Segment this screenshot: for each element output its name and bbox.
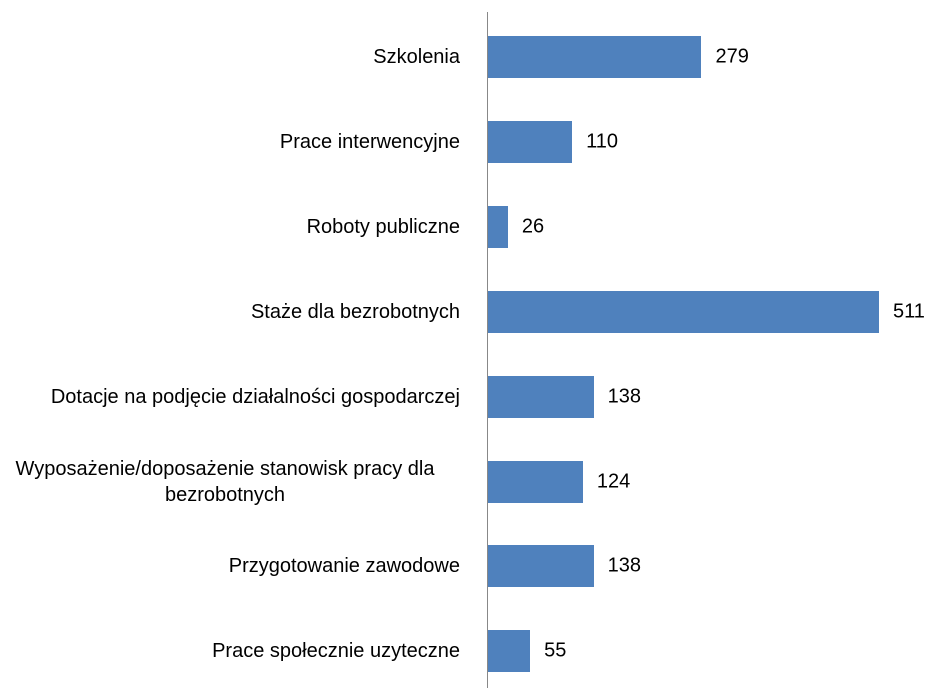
bar (488, 630, 531, 673)
value-label: 110 (586, 130, 619, 153)
bar (488, 460, 583, 503)
category-label: Staże dla bezrobotnych (0, 299, 460, 325)
category-label: Roboty publiczne (0, 214, 460, 240)
category-text: Staże dla bezrobotnych (250, 300, 460, 323)
category-label: Prace interwencyjne (0, 129, 460, 155)
value-label: 138 (607, 385, 641, 408)
category-label: Szkolenia (0, 44, 460, 70)
category-text: Dotacje na podjęcie działalności gospoda… (50, 385, 460, 408)
category-text: Prace interwencyjne (279, 130, 460, 153)
category-label: Prace społecznie uzyteczne (0, 638, 460, 664)
bar (488, 120, 573, 163)
value-label: 26 (521, 215, 545, 238)
category-text: Szkolenia (373, 46, 460, 68)
bar (488, 375, 594, 418)
value-label: 511 (893, 300, 925, 323)
category-text: Roboty publiczne (306, 215, 460, 238)
category-text: Przygotowanie zawodowe (228, 555, 460, 578)
category-axis (487, 12, 488, 688)
category-label: Wyposażenie/doposażenie stanowisk pracy … (0, 456, 460, 508)
value-label: 279 (715, 45, 749, 68)
category-label: Przygotowanie zawodowe (0, 553, 460, 579)
value-label: 124 (596, 470, 631, 492)
bar (488, 545, 594, 588)
bar (488, 205, 508, 248)
value-label: 55 (544, 639, 567, 662)
bar (488, 36, 702, 78)
category-label: Dotacje na podjęcie działalności gospoda… (0, 384, 460, 410)
category-text: Prace społecznie uzyteczne (212, 640, 460, 663)
bar (488, 290, 879, 333)
value-label: 138 (607, 554, 641, 577)
category-text: Wyposażenie/doposażenie stanowisk pracy … (15, 457, 435, 506)
